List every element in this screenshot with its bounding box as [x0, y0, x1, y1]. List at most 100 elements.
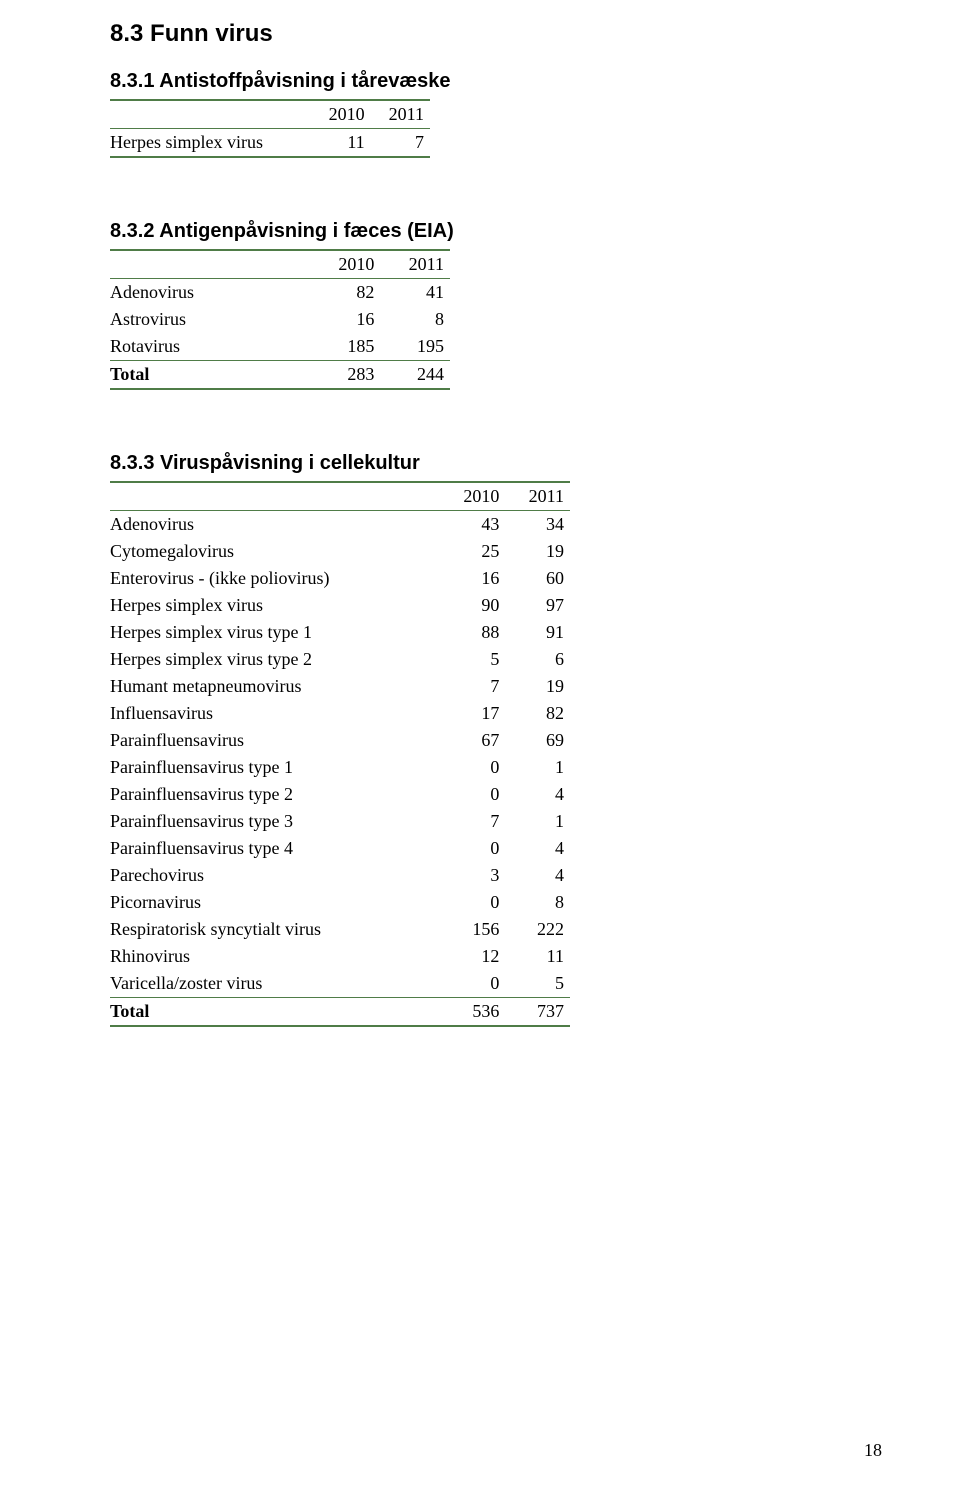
cell: 19 — [505, 538, 570, 565]
total-label: Total — [110, 998, 440, 1027]
cell: 43 — [440, 511, 505, 539]
cell: 34 — [505, 511, 570, 539]
cell: 16 — [440, 565, 505, 592]
cell: 0 — [440, 781, 505, 808]
cell: 1 — [505, 808, 570, 835]
cell: 0 — [440, 970, 505, 998]
cell: 283 — [310, 361, 380, 390]
cell: 25 — [440, 538, 505, 565]
row-label: Herpes simplex virus — [110, 592, 440, 619]
total-label: Total — [110, 361, 310, 390]
table-row: Parainfluensavirus type 101 — [110, 754, 570, 781]
cell: 8 — [380, 306, 450, 333]
table-row: Rotavirus 185 195 — [110, 333, 450, 361]
table-row: Herpes simplex virus type 18891 — [110, 619, 570, 646]
cell: 19 — [505, 673, 570, 700]
cell: 67 — [440, 727, 505, 754]
cell: 82 — [505, 700, 570, 727]
table-row: Influensavirus1782 — [110, 700, 570, 727]
table-antistoff: 2010 2011 Herpes simplex virus 11 7 — [110, 99, 430, 158]
row-label: Enterovirus - (ikke poliovirus) — [110, 565, 440, 592]
cell: 12 — [440, 943, 505, 970]
table-total-row: Total 283 244 — [110, 361, 450, 390]
cell: 222 — [505, 916, 570, 943]
cell: 536 — [440, 998, 505, 1027]
row-label: Herpes simplex virus type 2 — [110, 646, 440, 673]
table-row: Parainfluensavirus type 371 — [110, 808, 570, 835]
cell: 7 — [371, 129, 430, 158]
cell: 91 — [505, 619, 570, 646]
row-label: Adenovirus — [110, 511, 440, 539]
row-label: Parechovirus — [110, 862, 440, 889]
table-row: Adenovirus4334 — [110, 511, 570, 539]
cell: 5 — [505, 970, 570, 998]
cell: 11 — [311, 129, 371, 158]
table-row: Enterovirus - (ikke poliovirus)1660 — [110, 565, 570, 592]
col-2011: 2011 — [380, 250, 450, 279]
row-label: Astrovirus — [110, 306, 310, 333]
table-row: Parainfluensavirus6769 — [110, 727, 570, 754]
table-row: Parainfluensavirus type 204 — [110, 781, 570, 808]
cell: 4 — [505, 835, 570, 862]
table-row: Rhinovirus1211 — [110, 943, 570, 970]
cell: 195 — [380, 333, 450, 361]
cell: 60 — [505, 565, 570, 592]
cell: 3 — [440, 862, 505, 889]
row-label: Influensavirus — [110, 700, 440, 727]
row-label: Adenovirus — [110, 279, 310, 307]
cell: 41 — [380, 279, 450, 307]
table-row: Parainfluensavirus type 404 — [110, 835, 570, 862]
page-body: 8.3 Funn virus 8.3.1 Antistoffpåvisning … — [0, 0, 960, 1027]
table-header-row: 2010 2011 — [110, 100, 430, 129]
cell: 8 — [505, 889, 570, 916]
row-label: Rhinovirus — [110, 943, 440, 970]
row-label: Parainfluensavirus type 3 — [110, 808, 440, 835]
cell: 90 — [440, 592, 505, 619]
table2-heading: 8.3.2 Antigenpåvisning i fæces (EIA) — [110, 220, 880, 243]
row-label: Cytomegalovirus — [110, 538, 440, 565]
cell: 244 — [380, 361, 450, 390]
row-label: Humant metapneumovirus — [110, 673, 440, 700]
table-row: Parechovirus34 — [110, 862, 570, 889]
empty-header — [110, 100, 311, 129]
row-label: Rotavirus — [110, 333, 310, 361]
row-label: Parainfluensavirus type 4 — [110, 835, 440, 862]
cell: 0 — [440, 835, 505, 862]
page-number: 18 — [864, 1440, 882, 1461]
cell: 7 — [440, 808, 505, 835]
cell: 11 — [505, 943, 570, 970]
table-row: Astrovirus 16 8 — [110, 306, 450, 333]
cell: 185 — [310, 333, 380, 361]
cell: 82 — [310, 279, 380, 307]
table-row: Herpes simplex virus 11 7 — [110, 129, 430, 158]
table-row: Herpes simplex virus type 256 — [110, 646, 570, 673]
cell: 6 — [505, 646, 570, 673]
table-antigen: 2010 2011 Adenovirus 82 41 Astrovirus 16… — [110, 249, 450, 390]
cell: 17 — [440, 700, 505, 727]
col-2010: 2010 — [440, 482, 505, 511]
cell: 7 — [440, 673, 505, 700]
row-label: Parainfluensavirus type 2 — [110, 781, 440, 808]
cell: 4 — [505, 862, 570, 889]
col-2010: 2010 — [311, 100, 371, 129]
section-heading: 8.3 Funn virus — [110, 20, 880, 48]
row-label: Herpes simplex virus — [110, 129, 311, 158]
cell: 0 — [440, 754, 505, 781]
cell: 1 — [505, 754, 570, 781]
cell: 16 — [310, 306, 380, 333]
cell: 5 — [440, 646, 505, 673]
table-cellekultur: 2010 2011 Adenovirus4334Cytomegalovirus2… — [110, 481, 570, 1027]
col-2011: 2011 — [371, 100, 430, 129]
table-row: Adenovirus 82 41 — [110, 279, 450, 307]
empty-header — [110, 250, 310, 279]
cell: 737 — [505, 998, 570, 1027]
row-label: Respiratorisk syncytialt virus — [110, 916, 440, 943]
table-row: Cytomegalovirus2519 — [110, 538, 570, 565]
table-row: Varicella/zoster virus05 — [110, 970, 570, 998]
cell: 0 — [440, 889, 505, 916]
row-label: Picornavirus — [110, 889, 440, 916]
table-header-row: 2010 2011 — [110, 250, 450, 279]
row-label: Parainfluensavirus type 1 — [110, 754, 440, 781]
table-row: Herpes simplex virus9097 — [110, 592, 570, 619]
row-label: Parainfluensavirus — [110, 727, 440, 754]
